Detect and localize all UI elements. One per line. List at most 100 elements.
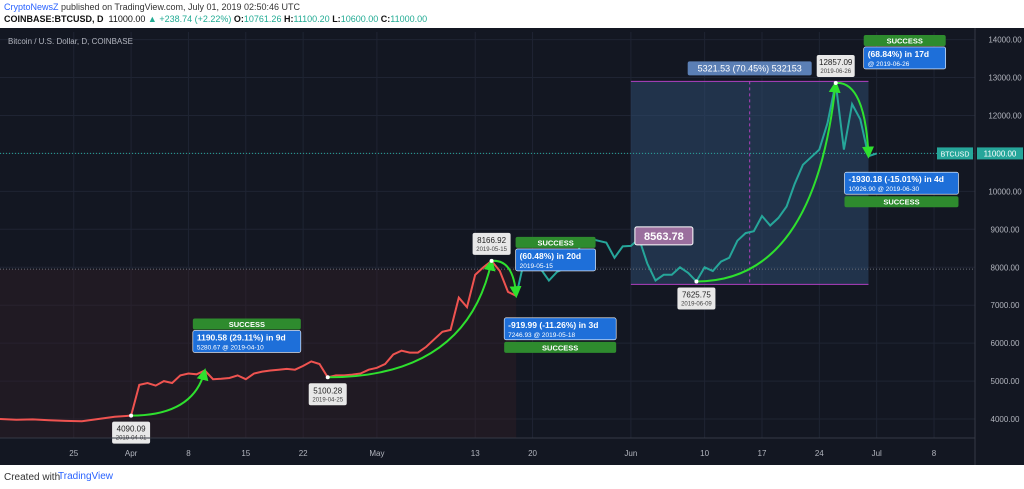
- point-label-value: 8166.92: [477, 236, 506, 245]
- series-line-0: [0, 259, 517, 423]
- price-range-label-bg: [687, 61, 812, 76]
- high-label: H:: [283, 14, 294, 24]
- move-arrow-m5: [835, 81, 875, 159]
- success-badge-bg: [863, 34, 946, 46]
- point-label-bg: [677, 287, 716, 310]
- x-tick-label: 13: [471, 449, 480, 458]
- x-tick-label: Apr: [125, 449, 138, 458]
- point-label-value: 7625.75: [682, 290, 711, 299]
- close-label: C:: [380, 14, 391, 24]
- footer: Created with TradingView: [0, 465, 1024, 489]
- price-range-label: 5321.53 (70.45%) 532153: [698, 63, 802, 73]
- price-range-group: 5321.53 (70.45%) 532153: [0, 61, 975, 438]
- high-value: 11100.20: [293, 14, 330, 24]
- move-label-bg: [844, 171, 959, 195]
- move-arrows-group: [131, 80, 875, 417]
- publisher-link[interactable]: CryptoNewsZ: [4, 2, 59, 12]
- x-tick-label: Jun: [624, 449, 637, 458]
- move-label-bg: [515, 248, 596, 272]
- price-change: ▲ +238.74 (+2.22%): [147, 14, 232, 24]
- move-arrow-m3: [491, 259, 522, 299]
- x-axis: 25 Apr 8 15 22 May 13 20 Jun 10 17 24 Jul 8: [0, 437, 975, 458]
- y-tick-label: 4000.00: [991, 415, 1020, 424]
- point-label-bg: [816, 54, 855, 77]
- point-label-date: 2019-05-15: [476, 247, 507, 253]
- x-tick-label: 20: [528, 449, 537, 458]
- y-tick-label: 10000.00: [988, 187, 1022, 196]
- success-badge-bg: [504, 341, 617, 353]
- move-label-line1: 1190.58 (29.11%) in 9d: [197, 332, 286, 342]
- move-label-bg: [863, 46, 947, 70]
- y-tick-label: 13000.00: [988, 74, 1022, 83]
- y-tick-label: 8000.00: [991, 263, 1020, 272]
- chart-header: CryptoNewsZ published on TradingView.com…: [0, 0, 1024, 28]
- move-label-bg: [192, 330, 302, 353]
- success-badge: SUCCESS: [887, 36, 923, 45]
- point-marker: [325, 375, 330, 380]
- symbol-name: COINBASE:BTCUSD, D: [4, 14, 104, 24]
- move-labels-group: 1190.58 (29.11%) in 9d 5280.67 @ 2019-04-…: [192, 34, 959, 353]
- publish-line: CryptoNewsZ published on TradingView.com…: [4, 2, 300, 12]
- low-value: 10600.00: [340, 14, 379, 24]
- move-label-line1: (68.84%) in 17d: [868, 49, 929, 59]
- move-label-bg: [503, 317, 617, 341]
- y-tick-label: 9000.00: [991, 225, 1020, 234]
- move-label-line2: @ 2019-06-26: [868, 61, 910, 68]
- point-marker: [489, 258, 494, 263]
- success-badge: SUCCESS: [542, 343, 578, 352]
- last-price: 11000.00: [108, 14, 146, 24]
- y-tick-label: 5000.00: [991, 377, 1020, 386]
- move-label-line2: 10926.90 @ 2019-06-30: [848, 186, 919, 193]
- created-with-text: Created with: [4, 472, 61, 483]
- pointer-label-bg: [634, 226, 694, 246]
- move-label-line2: 2019-05-15: [520, 263, 554, 270]
- point-label-date: 2019-04-25: [312, 397, 343, 403]
- move-arrow-m2: [327, 258, 496, 379]
- tradingview-logo-text[interactable]: TradingView: [58, 471, 114, 482]
- success-badge-bg: [192, 318, 301, 330]
- point-marker: [129, 413, 134, 418]
- chart-title: Bitcoin / U.S. Dollar, D, COINBASE: [8, 37, 133, 46]
- open-label: O:: [233, 14, 244, 24]
- success-badge: SUCCESS: [229, 320, 265, 329]
- pointer-label: 8563.78: [644, 231, 684, 243]
- x-tick-label: 10: [700, 449, 709, 458]
- x-tick-label: 8: [186, 449, 191, 458]
- point-label-value: 12857.09: [819, 58, 853, 67]
- point-label-bg: [308, 383, 347, 406]
- success-badge: SUCCESS: [883, 198, 919, 207]
- y-axis: 14000.00 13000.00 12000.00 11000.00 10000.00…: [937, 28, 1023, 465]
- low-label: L:: [332, 14, 341, 24]
- move-arrow-m1: [131, 368, 209, 417]
- x-tick-label: 22: [299, 449, 308, 458]
- y-tick-label: 12000.00: [988, 111, 1022, 120]
- point-label-value: 4090.09: [117, 425, 146, 434]
- success-badge-bg: [844, 196, 959, 208]
- success-badge: SUCCESS: [537, 238, 573, 247]
- y-tick-label: 7000.00: [991, 301, 1020, 310]
- chart-area[interactable]: 5321.53 (70.45%) 532153 4090.09 2019-04-0…: [0, 28, 1024, 465]
- point-label-date: 2019-06-26: [820, 69, 851, 75]
- x-tick-label: May: [369, 449, 384, 458]
- x-tick-label: 25: [69, 449, 78, 458]
- move-arrow-m4: [696, 80, 841, 283]
- price-chart[interactable]: 5321.53 (70.45%) 532153 4090.09 2019-04-0…: [0, 28, 1024, 465]
- success-badge-bg: [515, 236, 596, 248]
- symbol-line: COINBASE:BTCUSD, D 11000.00 ▲ +238.74 (+…: [4, 14, 427, 24]
- move-label-line1: -1930.18 (-15.01%) in 4d: [848, 174, 943, 184]
- x-tick-label: 24: [815, 449, 824, 458]
- symbol-tag-bg: [937, 147, 973, 160]
- point-label-bg: [472, 232, 511, 255]
- point-label-value: 5100.28: [313, 386, 342, 395]
- x-tick-label: Jul: [872, 449, 882, 458]
- price-tag-bg: [977, 147, 1023, 160]
- lower-shade: [0, 269, 517, 438]
- x-tick-label: 17: [758, 449, 767, 458]
- price-tag: 11000.00: [984, 149, 1017, 158]
- open-value: 10761.26: [243, 14, 282, 24]
- y-tick-label: 14000.00: [988, 36, 1022, 45]
- symbol-tag: BTCUSD: [941, 151, 970, 158]
- move-label-line2: 7246.93 @ 2019-05-18: [508, 332, 575, 339]
- move-label-line2: 5280.67 @ 2019-04-10: [197, 344, 264, 351]
- x-tick-label: 8: [932, 449, 937, 458]
